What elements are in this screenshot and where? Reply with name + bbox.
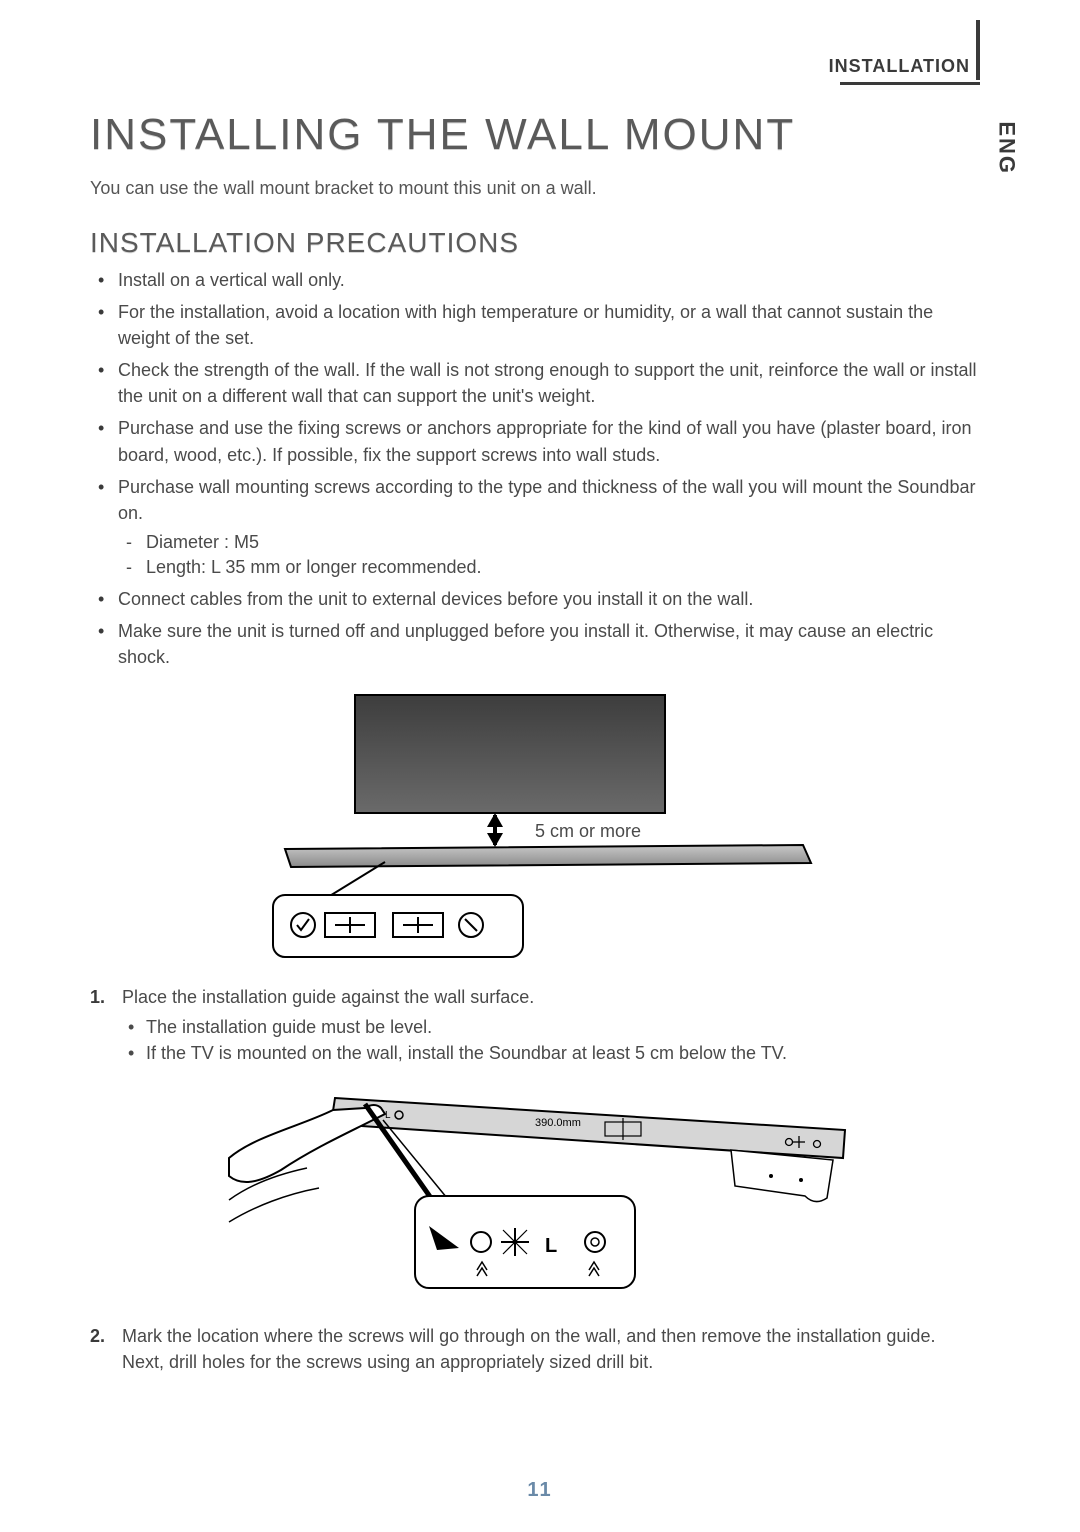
figure-tv-clearance: 5 cm or more xyxy=(255,687,815,972)
step-sub-list: The installation guide must be level. If… xyxy=(122,1014,980,1066)
language-tab: ENG xyxy=(994,121,1020,175)
installation-steps: Place the installation guide against the… xyxy=(90,984,980,1066)
page-number: 11 xyxy=(0,1479,1080,1502)
list-item-text: Purchase wall mounting screws according … xyxy=(118,477,975,523)
svg-text:L: L xyxy=(385,1110,391,1121)
sub-item: If the TV is mounted on the wall, instal… xyxy=(122,1040,980,1066)
page-title: INSTALLING THE WALL MOUNT xyxy=(90,110,980,160)
header-rule xyxy=(976,20,980,80)
list-item: For the installation, avoid a location w… xyxy=(90,299,980,351)
section-underline xyxy=(840,82,980,85)
installation-steps-cont: Mark the location where the screws will … xyxy=(90,1323,980,1375)
list-item: Check the strength of the wall. If the w… xyxy=(90,357,980,409)
step-item: Place the installation guide against the… xyxy=(90,984,980,1066)
list-item: Connect cables from the unit to external… xyxy=(90,586,980,612)
figure-mark-guide: L 390.0mm xyxy=(215,1080,855,1305)
strip-measure-label: 390.0mm xyxy=(535,1117,581,1129)
clearance-label: 5 cm or more xyxy=(535,821,641,841)
bracket-letter: L xyxy=(545,1235,557,1257)
list-item: Install on a vertical wall only. xyxy=(90,267,980,293)
sub-item: The installation guide must be level. xyxy=(122,1014,980,1040)
list-item: Purchase and use the fixing screws or an… xyxy=(90,415,980,467)
step-item: Mark the location where the screws will … xyxy=(90,1323,980,1375)
step-text: Place the installation guide against the… xyxy=(122,987,534,1007)
precautions-heading: INSTALLATION PRECAUTIONS xyxy=(90,227,980,259)
screw-specs-list: Diameter : M5 Length: L 35 mm or longer … xyxy=(118,530,980,580)
manual-page: INSTALLATION ENG INSTALLING THE WALL MOU… xyxy=(0,0,1080,1532)
list-item: Purchase wall mounting screws according … xyxy=(90,474,980,581)
section-label: INSTALLATION xyxy=(829,56,970,77)
precautions-list: Install on a vertical wall only. For the… xyxy=(90,267,980,671)
spec-length: Length: L 35 mm or longer recommended. xyxy=(118,555,980,580)
spec-diameter: Diameter : M5 xyxy=(118,530,980,555)
step-text: Mark the location where the screws will … xyxy=(122,1326,935,1372)
intro-text: You can use the wall mount bracket to mo… xyxy=(90,178,980,199)
list-item: Make sure the unit is turned off and unp… xyxy=(90,618,980,670)
